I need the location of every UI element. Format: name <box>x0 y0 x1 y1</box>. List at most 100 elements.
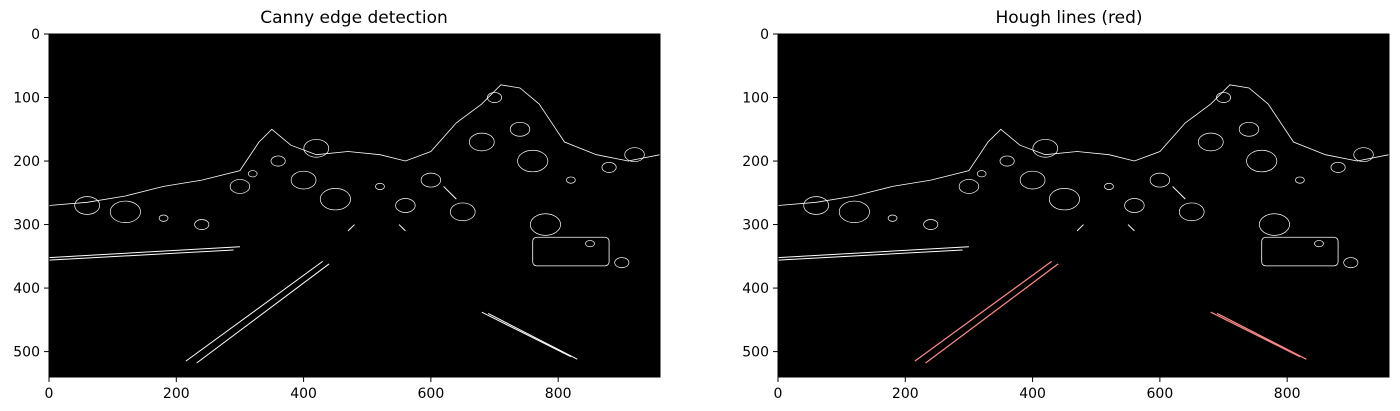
edge-line <box>1076 224 1084 232</box>
edge-line <box>1127 224 1135 232</box>
y-tick-label: 0 <box>760 27 769 43</box>
edge-line <box>185 260 323 362</box>
axes-frame <box>48 33 661 378</box>
y-tick-label: 500 <box>742 345 769 361</box>
edge-blob <box>566 176 576 184</box>
y-tick-label: 200 <box>742 154 769 170</box>
edge-line <box>443 186 457 200</box>
edge-blob <box>1314 240 1324 248</box>
edge-blob <box>1178 202 1205 222</box>
edge-blob <box>395 198 416 213</box>
edge-blob <box>1032 139 1059 158</box>
horizon-edge <box>48 84 661 206</box>
edge-blob <box>1048 188 1080 211</box>
edge-blob <box>601 161 617 173</box>
hough-line <box>925 263 1059 364</box>
edge-line <box>1172 186 1186 200</box>
edge-blob <box>194 219 210 230</box>
edge-blob <box>1216 92 1231 103</box>
image-area <box>778 34 1389 377</box>
edge-line <box>487 313 578 360</box>
edge-line <box>48 249 234 261</box>
edge-blob <box>375 182 385 190</box>
edge-blob <box>803 196 830 215</box>
edge-blob <box>999 155 1015 167</box>
edge-blob <box>1353 147 1374 163</box>
edge-blob <box>976 170 987 178</box>
edge-line <box>196 263 330 364</box>
edge-blob <box>1238 121 1260 137</box>
edge-blob <box>529 213 561 236</box>
edge-blob <box>1104 182 1114 190</box>
edge-blob <box>1124 198 1145 213</box>
edge-blob <box>468 132 495 152</box>
edge-blob <box>1019 170 1046 190</box>
y-tick-label: 300 <box>742 218 769 234</box>
y-tick-label: 300 <box>13 218 40 234</box>
x-tick-label: 200 <box>892 386 919 402</box>
x-tick-label: 400 <box>290 386 317 402</box>
car-edge <box>532 236 610 267</box>
edge-blob <box>1197 132 1224 152</box>
edge-blob <box>958 179 980 194</box>
edge-blob <box>517 149 549 173</box>
edge-blob <box>1343 257 1359 269</box>
x-tick-label: 200 <box>163 386 190 402</box>
panel-canny: Canny edge detection 0 200 400 600 800 0 100 20… <box>13 8 661 402</box>
edge-blob <box>319 188 351 211</box>
edge-line <box>347 224 355 232</box>
edge-blob <box>923 219 939 230</box>
edge-blob <box>1330 161 1346 173</box>
edge-blob <box>585 240 595 248</box>
edge-blob <box>270 155 286 167</box>
panel-hough: Hough lines (red) 0 200 400 600 800 0 100 200 30… <box>700 0 1400 411</box>
edge-blob <box>624 147 645 163</box>
x-tick-label: 0 <box>774 386 783 402</box>
edge-blob <box>449 202 476 222</box>
edge-blob <box>887 214 898 222</box>
y-tick-label: 100 <box>13 91 40 107</box>
y-tick-label: 200 <box>13 154 40 170</box>
edge-blob <box>303 139 330 158</box>
edge-blob <box>1149 172 1171 188</box>
edge-blob <box>487 92 502 103</box>
edge-line <box>777 249 963 261</box>
x-tick-label: 0 <box>45 386 54 402</box>
y-tick-label: 500 <box>13 345 40 361</box>
x-tick-label: 800 <box>545 386 572 402</box>
edge-blob <box>247 170 258 178</box>
edge-blob <box>614 257 630 269</box>
edge-blob <box>509 121 531 137</box>
x-tick-label: 400 <box>1019 386 1046 402</box>
hough-line <box>1210 311 1301 358</box>
axes-hough: 0 200 400 600 800 0 100 200 300 400 500 <box>742 27 1390 402</box>
edge-blob <box>109 200 141 224</box>
x-tick-label: 600 <box>418 386 445 402</box>
y-tick-label: 100 <box>742 91 769 107</box>
x-tick-label: 600 <box>1147 386 1174 402</box>
edge-blob <box>420 172 442 188</box>
edge-blob <box>1246 149 1278 173</box>
edge-blob <box>229 179 251 194</box>
edge-blob <box>1295 176 1305 184</box>
edge-blob <box>1258 213 1290 236</box>
x-tick-label: 800 <box>1274 386 1301 402</box>
edge-line <box>481 311 572 358</box>
y-tick-label: 400 <box>742 281 769 297</box>
car-edge <box>1261 236 1339 267</box>
panel-title: Hough lines (red) <box>995 8 1143 28</box>
hough-line <box>1216 312 1307 360</box>
horizon-edge <box>777 84 1390 206</box>
image-area <box>49 34 660 377</box>
edge-line <box>48 246 240 259</box>
edge-line <box>398 224 406 232</box>
edge-overlay <box>48 84 661 364</box>
edge-blob <box>290 170 317 190</box>
hough-line <box>914 260 1053 362</box>
edge-blob <box>158 214 169 222</box>
axes-canny: 0 200 400 600 800 0 100 200 300 400 500 <box>13 27 661 402</box>
edge-blob <box>74 196 101 215</box>
edge-blob <box>838 200 870 224</box>
edge-line <box>777 246 969 259</box>
axes-frame <box>777 33 1390 378</box>
